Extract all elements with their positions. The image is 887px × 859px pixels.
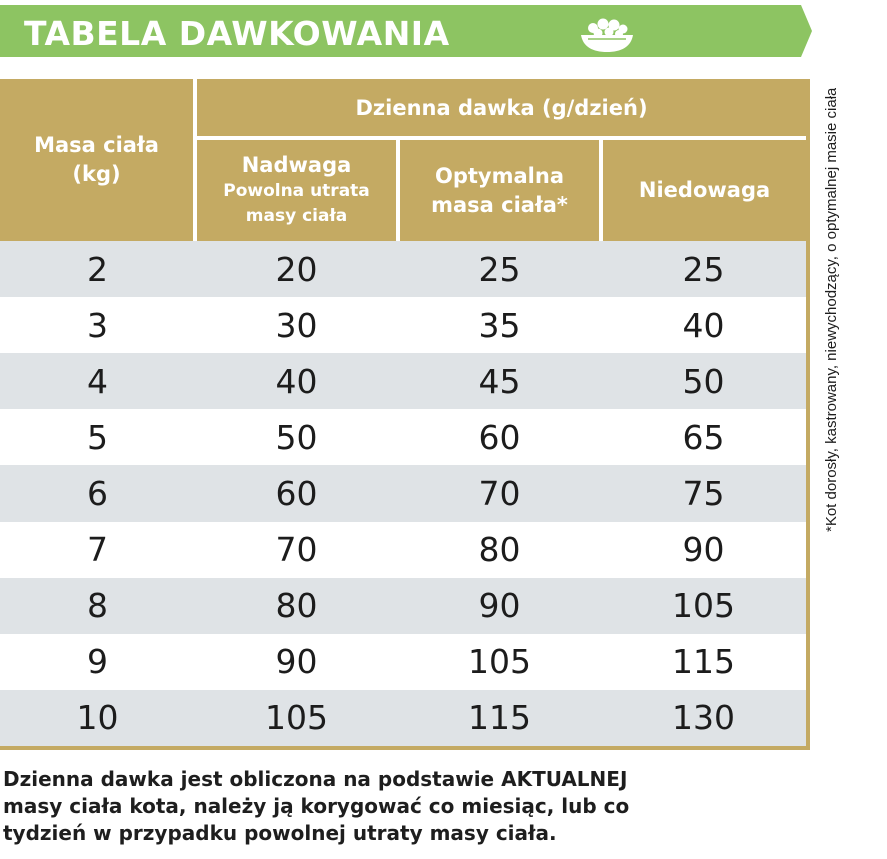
overweight-cell: 30: [195, 297, 398, 354]
overweight-cell: 80: [195, 577, 398, 634]
underweight-cell: 115: [601, 633, 807, 690]
overweight-cell: 70: [195, 521, 398, 578]
mass-cell: 6: [0, 465, 195, 522]
footer-line1: Dzienna dawka jest obliczona na podstawi…: [3, 767, 628, 791]
underweight-cell: 65: [601, 409, 807, 466]
optimal-cell: 60: [398, 409, 601, 466]
footer-note: Dzienna dawka jest obliczona na podstawi…: [3, 766, 815, 847]
table-row: 2 20 25 25: [0, 241, 807, 298]
overweight-cell: 20: [195, 241, 398, 298]
optimal-cell: 70: [398, 465, 601, 522]
mass-header-line2: (kg): [72, 162, 121, 186]
mass-cell: 5: [0, 409, 195, 466]
overweight-cell: 50: [195, 409, 398, 466]
underweight-header-line1: Niedowaga: [638, 178, 771, 202]
side-footnote: *Kot dorosły, kastrowany, niewychodzący,…: [823, 88, 840, 533]
underweight-column-header: Niedowaga: [601, 138, 806, 241]
overweight-column-header: Nadwaga Powolna utrata masy ciała: [195, 138, 400, 241]
underweight-cell: 25: [601, 241, 807, 298]
dosage-table-frame: Masa ciała (kg) Dzienna dawka (g/dzień) …: [0, 79, 810, 750]
optimal-cell: 105: [398, 633, 601, 690]
overweight-cell: 105: [195, 689, 398, 746]
table-row: 4 40 45 50: [0, 353, 807, 410]
overweight-cell: 60: [195, 465, 398, 522]
overweight-cell: 40: [195, 353, 398, 410]
footer-line3: tydzień w przypadku powolnej utraty masy…: [3, 821, 557, 845]
overweight-header-line3: masy ciała: [245, 206, 348, 226]
underweight-cell: 40: [601, 297, 807, 354]
mass-cell: 3: [0, 297, 195, 354]
underweight-cell: 130: [601, 689, 807, 746]
mass-cell: 7: [0, 521, 195, 578]
dosage-table: Masa ciała (kg) Dzienna dawka (g/dzień) …: [0, 79, 807, 746]
table-row: 10 105 115 130: [0, 689, 807, 746]
food-bowl-icon: [581, 18, 633, 52]
mass-cell: 9: [0, 633, 195, 690]
underweight-cell: 75: [601, 465, 807, 522]
mass-cell: 8: [0, 577, 195, 634]
mass-cell: 4: [0, 353, 195, 410]
table-row: 6 60 70 75: [0, 465, 807, 522]
table-row: 5 50 60 65: [0, 409, 807, 466]
optimal-cell: 35: [398, 297, 601, 354]
optimal-cell: 45: [398, 353, 601, 410]
underweight-cell: 105: [601, 577, 807, 634]
mass-header-line1: Masa ciała: [34, 133, 159, 157]
underweight-cell: 90: [601, 521, 807, 578]
optimal-cell: 25: [398, 241, 601, 298]
underweight-cell: 50: [601, 353, 807, 410]
optimal-header-line2: masa ciała*: [431, 192, 568, 217]
overweight-header-line2: Powolna utrata: [223, 181, 370, 201]
overweight-header-line1: Nadwaga: [241, 153, 352, 177]
table-row: 8 80 90 105: [0, 577, 807, 634]
table-row: 7 70 80 90: [0, 521, 807, 578]
table-row: 3 30 35 40: [0, 297, 807, 354]
overweight-cell: 90: [195, 633, 398, 690]
optimal-cell: 80: [398, 521, 601, 578]
title-banner: TABELA DAWKOWANIA: [0, 5, 812, 57]
mass-cell: 10: [0, 689, 195, 746]
optimal-header-line1: Optymalna: [435, 163, 564, 188]
mass-cell: 2: [0, 241, 195, 298]
optimal-column-header: Optymalna masa ciała*: [398, 138, 603, 241]
optimal-cell: 90: [398, 577, 601, 634]
optimal-cell: 115: [398, 689, 601, 746]
mass-column-header: Masa ciała (kg): [0, 79, 197, 241]
table-row: 9 90 105 115: [0, 633, 807, 690]
page-title: TABELA DAWKOWANIA: [24, 14, 450, 53]
footer-line2: masy ciała kota, należy ją korygować co …: [3, 794, 630, 818]
daily-dose-header: Dzienna dawka (g/dzień): [195, 79, 807, 140]
